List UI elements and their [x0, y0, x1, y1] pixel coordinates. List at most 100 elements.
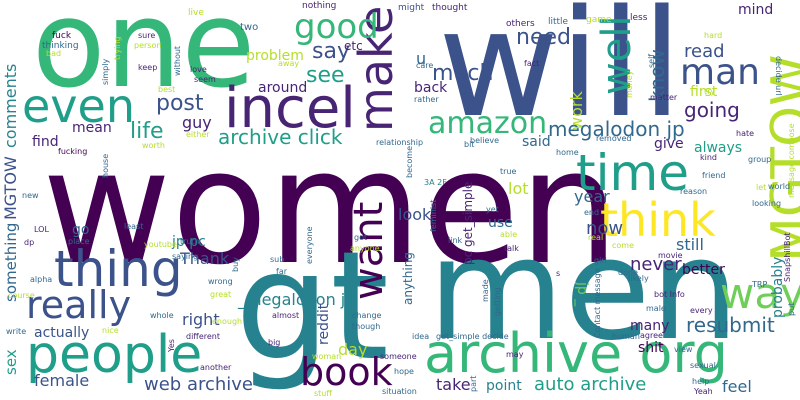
word-getting: getting	[493, 287, 502, 316]
word-least: least	[124, 222, 143, 231]
word-archive-org: archive org	[424, 322, 728, 385]
word-know: know	[645, 49, 669, 102]
word-fuck: fuck	[52, 31, 72, 41]
word-life: life	[130, 119, 164, 144]
word-others: others	[506, 19, 535, 29]
word-come: come	[612, 241, 634, 250]
word-let: let	[756, 183, 766, 192]
word-another: another	[200, 363, 232, 372]
word-trp: TRP	[751, 280, 767, 289]
word-take: take	[436, 375, 471, 394]
word-almost: almost	[272, 311, 299, 320]
word-person: person	[134, 41, 161, 50]
word-situation: situation	[382, 387, 417, 396]
word-around: around	[258, 80, 307, 96]
word-day: day	[338, 340, 367, 359]
word-youtube: youtube	[144, 240, 177, 249]
word-really: really	[26, 283, 131, 327]
word-seem: seem	[194, 75, 216, 84]
word-megalodon-jp-2: _megalodon jp	[237, 290, 355, 310]
word-people: people	[26, 325, 202, 385]
word-hard: hard	[704, 31, 722, 40]
word-put: put	[787, 303, 796, 316]
word-way: way	[720, 269, 800, 318]
word-book: book	[300, 350, 393, 394]
word-house: house	[101, 154, 110, 178]
word-work: work	[567, 91, 586, 130]
word-say: say	[312, 39, 350, 64]
word-game: game	[586, 15, 612, 25]
word-shit: shit	[638, 340, 664, 356]
word-true: true	[500, 167, 516, 176]
word-back: back	[414, 80, 448, 96]
word-post: post	[156, 91, 204, 116]
word-u: u	[416, 49, 426, 68]
word-sure: sure	[138, 31, 155, 40]
word-truth: truth	[180, 237, 200, 246]
word-whole: whole	[150, 311, 174, 320]
word-s: s	[556, 269, 560, 278]
word-get-simple-decide: get_simple decide	[436, 332, 509, 341]
word-change: change	[352, 311, 382, 320]
word-look: look	[398, 205, 432, 224]
word-everyone: everyone	[305, 226, 314, 264]
word-actually: actually	[34, 325, 89, 341]
word-hate: hate	[736, 129, 754, 138]
word-find: find	[32, 134, 59, 150]
word-mind: mind	[738, 2, 773, 18]
word-live: live	[188, 8, 204, 18]
word-may: may	[506, 350, 524, 359]
word-contact-message: Contact message	[593, 268, 602, 338]
word-keep: keep	[138, 63, 157, 72]
word-give: give	[654, 136, 684, 152]
word-much: much	[432, 61, 493, 86]
word-alpha: alpha	[30, 275, 52, 284]
word-kind: kind	[700, 153, 717, 162]
word-always: always	[694, 140, 742, 156]
word-male: male	[646, 304, 666, 313]
word-message-compose: message compose	[787, 123, 796, 198]
word-right: right	[182, 310, 220, 329]
word-world: world	[768, 182, 790, 191]
word-one: one	[32, 0, 255, 115]
word-thank: Thank	[179, 249, 230, 268]
word-lot: lot	[508, 179, 529, 198]
word-friend: friend	[702, 171, 725, 180]
word-every: every	[690, 306, 713, 315]
word-fucking: fucking	[58, 147, 87, 156]
word-something: something	[2, 223, 20, 302]
word-probably: probably	[770, 257, 786, 318]
word-relationship: relationship	[376, 138, 423, 147]
word-enough: enough	[212, 317, 242, 326]
word-write: write	[6, 327, 26, 336]
word-auto-archive: auto archive	[534, 374, 646, 395]
word-snapshillbot: SnapshillBot	[783, 232, 792, 282]
word-man: man	[680, 52, 760, 93]
word-new: new	[22, 191, 39, 200]
word-yes: Yes	[167, 339, 176, 353]
word-use: use	[488, 215, 513, 231]
word-trying: trying	[113, 36, 122, 60]
word-love: love	[190, 65, 207, 74]
word-point: point	[486, 378, 522, 394]
word-reason: reason	[680, 187, 707, 196]
word-view: view	[674, 345, 693, 354]
word-real: real	[588, 233, 603, 242]
word-thing: thing	[54, 240, 183, 298]
word-idea: idea	[412, 332, 429, 341]
word-done: done	[618, 268, 638, 277]
word-home: home	[556, 148, 579, 157]
word-gt: gt	[235, 220, 389, 394]
word-talk: talk	[504, 244, 519, 253]
word-men: men	[428, 209, 739, 372]
word-will: will	[438, 0, 682, 150]
word-thinking: thinking	[42, 41, 79, 51]
word-link: link	[448, 236, 463, 245]
word-need: need	[516, 25, 571, 50]
word-read: read	[684, 41, 725, 62]
word-feel: feel	[722, 377, 752, 396]
word-go: go	[72, 222, 89, 238]
word-believe: believe	[470, 136, 499, 145]
word-wrong: wrong	[208, 277, 233, 286]
